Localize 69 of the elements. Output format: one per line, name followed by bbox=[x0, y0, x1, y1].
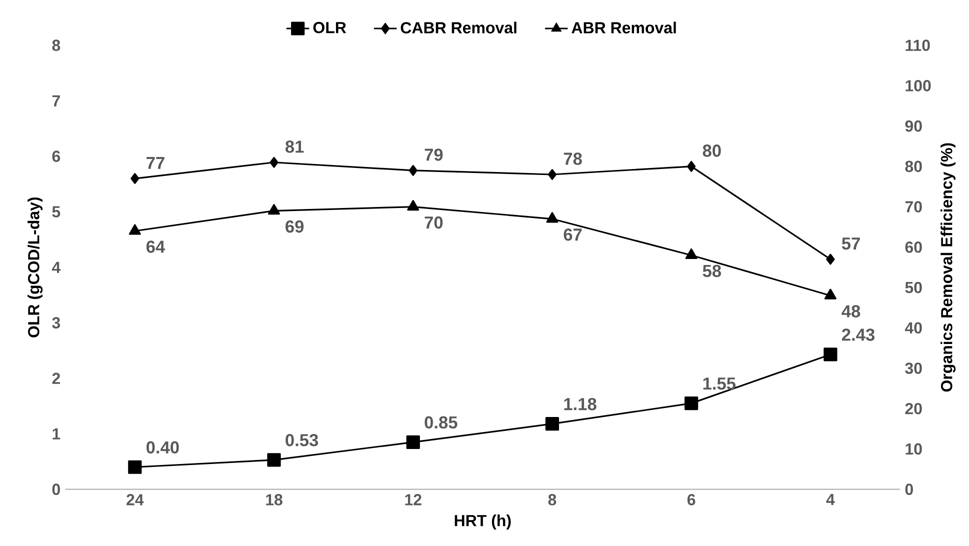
x-tick-label: 8 bbox=[548, 494, 556, 506]
y-tick-label: 3 bbox=[52, 317, 60, 329]
data-label: 0.85 bbox=[424, 416, 458, 429]
y2-tick-label: 70 bbox=[905, 201, 922, 212]
y-axis-title: OLR (gCOD/L-day) bbox=[28, 197, 43, 338]
data-label: 78 bbox=[564, 152, 582, 165]
data-label: 0.40 bbox=[146, 441, 179, 454]
legend-label: ABR Removal bbox=[572, 22, 676, 34]
x-axis-title: HRT (h) bbox=[454, 514, 511, 530]
y2-tick-label: 80 bbox=[905, 160, 922, 172]
point bbox=[548, 169, 557, 180]
point bbox=[270, 156, 278, 168]
data-label: 70 bbox=[424, 216, 443, 229]
y-tick-label: 4 bbox=[52, 262, 61, 273]
x-tick-label: 24 bbox=[126, 494, 144, 506]
y-tick-label: 5 bbox=[52, 206, 60, 218]
point bbox=[824, 348, 838, 362]
point bbox=[268, 204, 280, 215]
point bbox=[685, 248, 698, 260]
data-label: 57 bbox=[842, 238, 860, 250]
y2-tick-label: 60 bbox=[905, 241, 922, 253]
point bbox=[130, 173, 140, 184]
data-label: 0.53 bbox=[286, 434, 318, 446]
data-label: 2.43 bbox=[842, 328, 874, 341]
y2-tick-label: 30 bbox=[905, 362, 922, 374]
data-label: 81 bbox=[285, 140, 304, 153]
point bbox=[545, 417, 560, 431]
y2-tick-label: 10 bbox=[906, 443, 922, 455]
y-tick-label: 8 bbox=[52, 40, 60, 51]
y2-tick-label: 90 bbox=[905, 120, 922, 132]
y-tick-label: 0 bbox=[52, 484, 60, 495]
y2-tick-label: 40 bbox=[904, 322, 922, 334]
point bbox=[128, 460, 142, 474]
data-label: 80 bbox=[702, 144, 721, 157]
y2-tick-label: 0 bbox=[905, 484, 913, 495]
y2-tick-label: 110 bbox=[906, 40, 930, 51]
point bbox=[687, 160, 696, 172]
point bbox=[546, 212, 558, 223]
point bbox=[267, 453, 281, 467]
x-tick-label: 18 bbox=[266, 494, 282, 506]
x-tick-label: 12 bbox=[405, 494, 422, 506]
point bbox=[824, 288, 836, 300]
data-label: 1.18 bbox=[564, 398, 596, 410]
y-tick-label: 2 bbox=[52, 372, 60, 384]
data-label: 79 bbox=[424, 148, 443, 161]
y-tick-label: 1 bbox=[52, 428, 60, 440]
y2-tick-label: 100 bbox=[906, 80, 931, 92]
data-label: 48 bbox=[842, 305, 860, 318]
data-label: 67 bbox=[564, 228, 582, 241]
y2-axis-title: Organics Removal Efficiency (%) bbox=[940, 143, 956, 392]
data-label: 77 bbox=[146, 157, 164, 169]
legend-label: OLR bbox=[313, 22, 346, 34]
y2-tick-label: 50 bbox=[905, 282, 922, 294]
y-tick-label: 7 bbox=[52, 95, 60, 106]
point bbox=[406, 435, 420, 449]
y2-tick-label: 20 bbox=[905, 402, 922, 414]
data-label: 1.55 bbox=[703, 378, 736, 390]
x-tick-label: 4 bbox=[826, 494, 835, 506]
data-label: 69 bbox=[286, 220, 304, 233]
point bbox=[128, 224, 141, 235]
legend-label: CABR Removal bbox=[400, 22, 516, 34]
point bbox=[408, 164, 418, 176]
point bbox=[826, 254, 835, 265]
x-tick-label: 6 bbox=[687, 494, 696, 506]
data-label: 64 bbox=[146, 240, 166, 253]
data-label: 58 bbox=[702, 264, 722, 278]
y-tick-label: 6 bbox=[52, 150, 60, 162]
point bbox=[684, 396, 698, 410]
point bbox=[407, 200, 420, 211]
